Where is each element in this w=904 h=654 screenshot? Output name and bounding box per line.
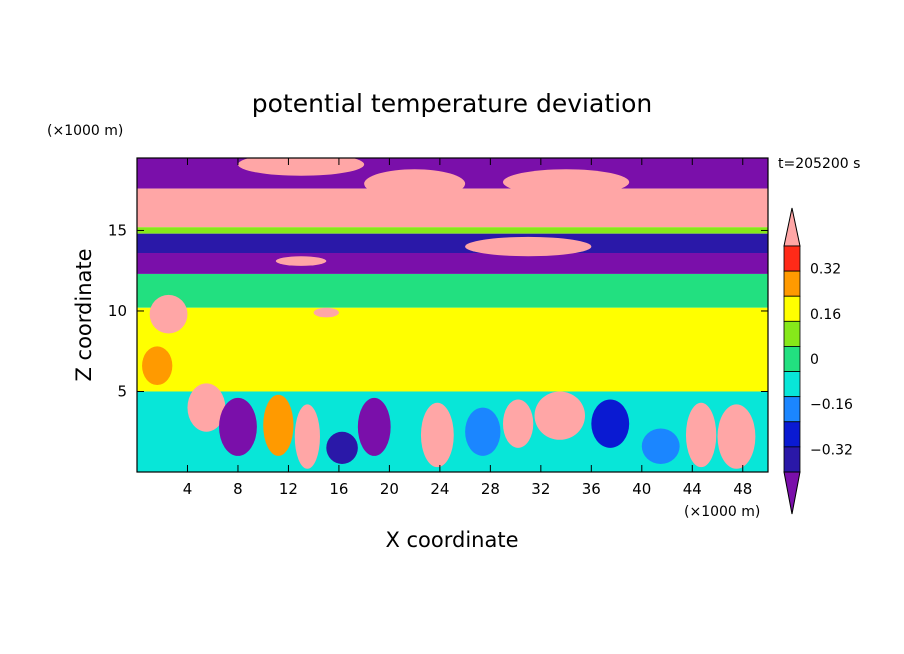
colorbar-max-arrow: [783, 207, 801, 247]
colorbar-swatch: [783, 346, 801, 372]
field-feature: [357, 397, 391, 456]
field-feature: [364, 169, 466, 199]
plot-frame: [136, 157, 769, 473]
colorbar-label: 0.16: [810, 307, 841, 323]
field-feature: [502, 169, 630, 196]
x-axis: 4 8 12 16 20 24 28 32 36 40 44 48: [183, 158, 752, 498]
y-tick-label: 15: [108, 221, 127, 239]
field-feature: [149, 294, 188, 334]
field-feature: [685, 402, 717, 468]
field-band: [137, 253, 768, 274]
colorbar-label: −0.16: [810, 397, 853, 413]
field-feature: [591, 399, 630, 448]
field-feature: [294, 404, 320, 469]
x-tick-label: 24: [430, 480, 449, 498]
colorbar-swatch: [783, 295, 801, 322]
field-band: [137, 273, 768, 308]
field-feature: [465, 236, 592, 257]
colorbar-label: 0: [810, 352, 819, 368]
x-tick-label: 4: [183, 480, 193, 498]
field-feature: [692, 201, 768, 221]
time-label: t=205200 s: [778, 156, 860, 172]
colorbar-swatch: [783, 371, 801, 398]
field-feature: [142, 346, 173, 386]
colorbar-min-arrow: [783, 471, 801, 515]
colorbar-swatch: [783, 396, 801, 423]
x-tick-label: 48: [733, 480, 752, 498]
x-tick-label: 32: [531, 480, 550, 498]
colorbar-swatch: [783, 270, 801, 297]
chart-title: potential temperature deviation: [252, 89, 652, 118]
y-tick-label: 10: [108, 302, 127, 320]
field-band: [137, 188, 768, 228]
x-tick-label: 28: [481, 480, 500, 498]
x-tick-label: 8: [233, 480, 243, 498]
field-feature: [263, 394, 294, 456]
field-band: [137, 227, 768, 234]
x-axis-title: X coordinate: [385, 528, 518, 552]
plot-area: [137, 158, 768, 472]
field-band: [137, 307, 768, 392]
x-tick-label: 40: [632, 480, 651, 498]
field-feature: [275, 256, 327, 266]
field-feature: [534, 391, 586, 440]
colorbar-swatch: [783, 245, 801, 272]
field-feature: [313, 307, 339, 318]
field-feature: [502, 399, 534, 448]
field-feature: [326, 431, 358, 464]
field-feature: [420, 402, 454, 468]
x-tick-label: 44: [683, 480, 702, 498]
field-feature: [237, 158, 365, 176]
field-feature: [717, 404, 756, 469]
y-tick-label: 5: [117, 382, 127, 400]
colorbar-swatch: [783, 446, 801, 473]
field-feature: [465, 407, 501, 456]
x-unit-label: (×1000 m): [684, 504, 760, 520]
colorbar-swatch: [783, 320, 801, 347]
colorbar: 0.32 0.16 0 −0.16 −0.32: [783, 207, 853, 515]
y-axis: 5 10 15: [108, 221, 768, 400]
x-tick-label: 16: [329, 480, 348, 498]
colorbar-label: −0.32: [810, 442, 853, 458]
x-tick-label: 20: [380, 480, 399, 498]
field-feature: [187, 383, 226, 432]
x-tick-label: 12: [279, 480, 298, 498]
y-unit-label: (×1000 m): [47, 123, 123, 139]
field-feature: [219, 397, 257, 456]
field-feature: [641, 428, 680, 464]
field-band: [137, 233, 768, 254]
x-tick-label: 36: [582, 480, 601, 498]
y-axis-title: Z coordinate: [72, 248, 96, 381]
colorbar-label: 0.32: [810, 262, 841, 278]
colorbar-swatch: [783, 421, 801, 448]
